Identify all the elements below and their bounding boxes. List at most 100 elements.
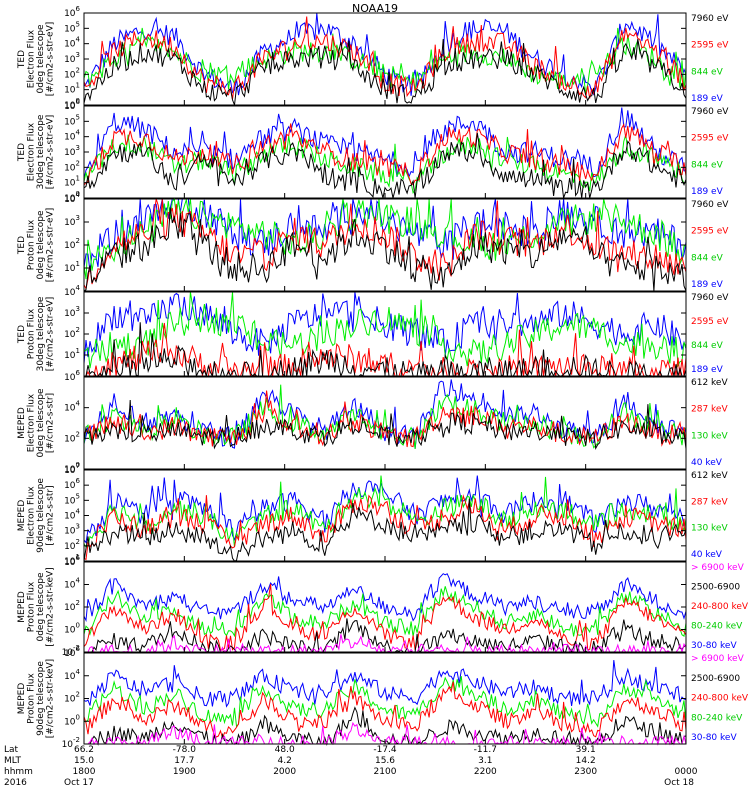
series-7960-ev-line: [83, 132, 687, 199]
series-80-240-kev-line: [83, 676, 687, 728]
hhmm-value: 2100: [374, 767, 397, 777]
series-844-ev-line: [83, 197, 687, 280]
time-axis-row-label: hhmm: [4, 767, 33, 777]
legend-entry: 130 keV: [691, 431, 728, 441]
mlt-value: 4.2: [278, 756, 292, 766]
legend-entry: 2595 eV: [691, 41, 729, 51]
y-axis-label-line: TED: [17, 325, 27, 344]
mlt-value: 3.1: [478, 756, 492, 766]
y-axis-label-line: [#/cm2-s-str]: [45, 393, 55, 453]
y-axis-label-line: [#/cm2-s-str-eV]: [45, 22, 55, 97]
legend-entry: 7960 eV: [691, 200, 729, 210]
mlt-value: 17.7: [174, 756, 194, 766]
legend-entry: 80-240 keV: [691, 713, 743, 723]
y-axis-label: MEPEDElectron Flux0deg telescope[#/cm2-s…: [17, 388, 56, 458]
y-axis-label-line: 90deg telescope: [36, 478, 46, 553]
series-30-80-kev-line: [83, 573, 687, 623]
y-axis-label: TEDElectron Flux30deg telescope[#/cm2-s-…: [17, 114, 56, 189]
lat-value: -17.4: [373, 745, 397, 755]
legend-entry: 30-80 keV: [691, 733, 737, 743]
legend-entry: 30-80 keV: [691, 641, 737, 651]
lat-value: 66.2: [74, 745, 94, 755]
y-axis-label-line: [#/cm2-s-str-keV]: [45, 567, 55, 646]
series-240-800-kev-line: [83, 583, 687, 651]
series-189-ev-line: [83, 291, 687, 364]
year-label: 2016: [4, 778, 27, 788]
hhmm-value: 2000: [273, 767, 296, 777]
y-axis-label-line: Proton Flux: [26, 219, 36, 270]
legend-entry: 612 keV: [691, 471, 728, 481]
y-axis-label-line: 90deg telescope: [36, 661, 46, 736]
legend-entry: 287 keV: [691, 405, 728, 415]
y-axis-label-line: 0deg telescope: [36, 210, 46, 280]
y-axis-label-line: MEPED: [17, 407, 27, 439]
series-844-ev-line: [83, 134, 687, 195]
legend-entry: 844 eV: [691, 253, 724, 263]
y-axis-label-line: TED: [17, 236, 27, 255]
y-axis-label-line: 0deg telescope: [36, 572, 46, 642]
y-axis-label-line: [#/cm2-s-str-eV]: [45, 208, 55, 283]
y-axis-label: TEDElectron Flux0deg telescope[#/cm2-s-s…: [17, 22, 56, 97]
series-30-80-kev-line: [83, 660, 687, 708]
legend-entry: 7960 eV: [691, 293, 729, 303]
y-axis-label-line: Electron Flux: [26, 29, 36, 88]
mlt-value: 15.6: [375, 756, 395, 766]
hhmm-value: 0000: [675, 767, 698, 777]
series-40-kev-line: [83, 475, 687, 544]
series-40-kev-line: [83, 379, 687, 449]
y-axis-label-line: [#/cm2-s-str-keV]: [45, 659, 55, 738]
series-612-kev-line: [83, 399, 687, 451]
y-axis-label: MEPEDProton Flux0deg telescope[#/cm2-s-s…: [17, 567, 56, 646]
legend-entry: 7960 eV: [691, 107, 729, 117]
mlt-value: 14.2: [576, 756, 596, 766]
legend-entry: 189 eV: [691, 187, 724, 197]
legend-entry: 2595 eV: [691, 227, 729, 237]
start-date-label: Oct 17: [64, 778, 94, 788]
series-189-ev-line: [83, 13, 687, 96]
y-axis-label-line: MEPED: [17, 500, 27, 532]
lat-value: 48.0: [275, 745, 295, 755]
y-axis-label-line: 0deg telescope: [36, 388, 46, 458]
legend-entry: 189 eV: [691, 365, 724, 375]
y-axis-label: TEDProton Flux30deg telescope[#/cm2-s-st…: [17, 296, 56, 371]
legend-entry: 130 keV: [691, 524, 728, 534]
hhmm-value: 2200: [474, 767, 497, 777]
series-2595-ev-line: [83, 198, 687, 291]
legend-entry: > 6900 keV: [691, 563, 745, 573]
legend-entry: 80-240 keV: [691, 622, 743, 632]
time-axis-row-label: Lat: [4, 745, 19, 755]
legend-entry: 2595 eV: [691, 317, 729, 327]
legend-entry: 844 eV: [691, 160, 724, 170]
series-612-kev-line: [83, 498, 687, 562]
series-7960-ev-line: [83, 207, 687, 292]
legend-entry: 612 keV: [691, 378, 728, 388]
y-axis-label-line: 0deg telescope: [36, 24, 46, 94]
legend-entry: 40 keV: [691, 458, 723, 468]
hhmm-value: 2300: [574, 767, 597, 777]
legend-entry: 40 keV: [691, 550, 723, 560]
legend-entry: > 6900 keV: [691, 654, 745, 664]
lat-value: -11.7: [474, 745, 497, 755]
y-axis-label-line: 30deg telescope: [36, 114, 46, 189]
legend-entry: 240-800 keV: [691, 602, 749, 612]
series-189-ev-line: [83, 107, 686, 180]
hhmm-value: 1800: [73, 767, 96, 777]
legend-entry: 287 keV: [691, 497, 728, 507]
y-axis-label-line: 30deg telescope: [36, 296, 46, 371]
series-240-800-kev-line: [83, 681, 687, 740]
end-date-label: Oct 18: [664, 778, 694, 788]
series-287-kev-line: [83, 494, 687, 561]
lat-value: 39.1: [576, 745, 596, 755]
y-axis-label-line: TED: [17, 50, 27, 69]
legend-entry: 240-800 keV: [691, 694, 749, 704]
y-axis-label-line: Electron Flux: [26, 393, 36, 452]
series-2595-ev-line: [83, 123, 687, 186]
y-axis-label-line: [#/cm2-s-str-eV]: [45, 115, 55, 190]
